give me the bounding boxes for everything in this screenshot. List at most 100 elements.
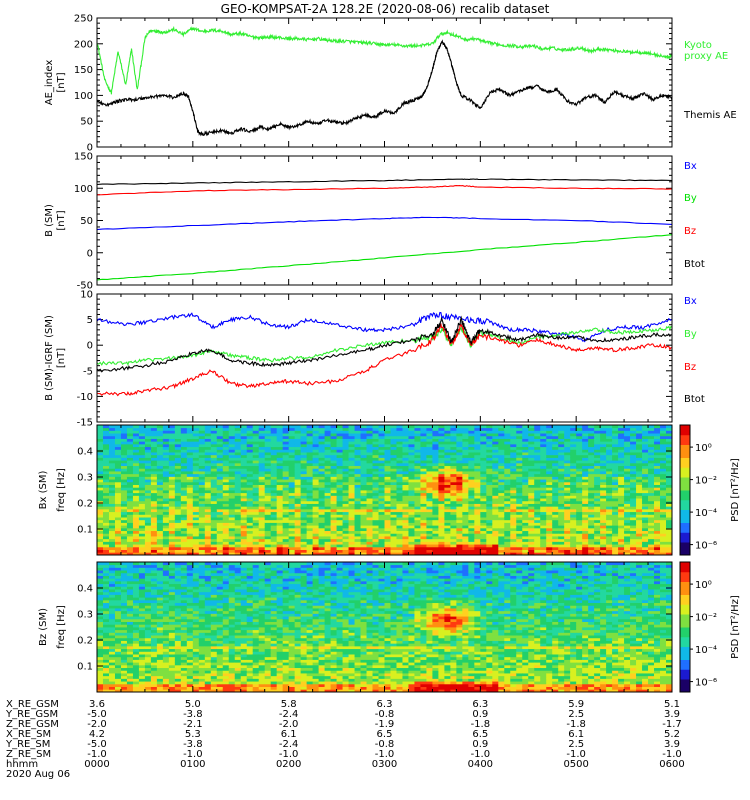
spectrogram-cell bbox=[510, 476, 517, 480]
spectrogram-cell bbox=[282, 471, 290, 475]
spectrogram-cell bbox=[180, 433, 188, 437]
spectrogram-cell bbox=[654, 536, 661, 540]
spectrogram-cell bbox=[504, 449, 511, 453]
spectrogram-cell bbox=[468, 481, 475, 485]
spectrogram-cell bbox=[264, 503, 272, 507]
spectrogram-cell bbox=[384, 471, 391, 475]
spectrogram-cell bbox=[582, 530, 589, 534]
spectrogram-cell bbox=[438, 465, 445, 469]
spectrogram-cell bbox=[318, 519, 325, 523]
spectrogram-cell bbox=[282, 462, 290, 467]
spectrogram-cell bbox=[186, 443, 194, 448]
spectrogram-cell bbox=[186, 427, 194, 431]
spectrogram-cell bbox=[546, 498, 553, 502]
spectrogram-cell bbox=[198, 530, 206, 534]
spectrogram-cell bbox=[558, 514, 565, 518]
spectrogram-cell bbox=[438, 435, 445, 439]
spectrogram-cell bbox=[534, 511, 541, 515]
spectrogram-cell bbox=[552, 536, 559, 540]
spectrogram-cell bbox=[234, 479, 242, 483]
spectrogram-cell bbox=[282, 465, 290, 469]
spectrogram-cell bbox=[174, 473, 182, 477]
spectrogram-cell bbox=[366, 525, 373, 529]
spectrogram-cell bbox=[516, 473, 523, 477]
spectrogram-cell bbox=[570, 433, 577, 437]
spectrogram-cell bbox=[522, 525, 529, 529]
spectrogram-cell bbox=[180, 490, 188, 494]
spectrogram-cell bbox=[546, 441, 553, 445]
spectrogram-cell bbox=[654, 527, 661, 532]
spectrogram-cell bbox=[456, 536, 463, 540]
spectrogram-cell bbox=[318, 487, 325, 491]
spectrogram-cell bbox=[234, 498, 242, 502]
spectrogram-cell bbox=[132, 552, 140, 556]
spectrogram-cell bbox=[642, 481, 649, 485]
spectrogram-cell bbox=[240, 517, 248, 521]
spectrogram-cell bbox=[402, 454, 409, 458]
spectrogram-cell bbox=[468, 430, 475, 434]
spectrogram-cell bbox=[198, 492, 206, 496]
spectrogram-cell bbox=[342, 538, 349, 542]
spectrogram-cell bbox=[222, 457, 230, 461]
spectrogram-cell bbox=[384, 427, 391, 431]
spectrogram-cell bbox=[156, 552, 164, 556]
spectrogram-cell bbox=[222, 473, 230, 477]
spectrogram-cell bbox=[636, 530, 643, 534]
spectrogram-cell bbox=[600, 435, 607, 439]
series-line-bx bbox=[96, 311, 673, 343]
spectrogram-cell bbox=[168, 430, 176, 434]
spectrogram-cell bbox=[630, 549, 637, 553]
spectrogram-cell bbox=[402, 441, 409, 445]
spectrogram-cell bbox=[642, 495, 649, 499]
spectrogram-cell bbox=[282, 525, 290, 529]
spectrogram-cell bbox=[204, 430, 212, 434]
spectrogram-cell bbox=[114, 552, 122, 556]
spectrogram-cell bbox=[174, 487, 182, 491]
spectrogram-cell bbox=[528, 481, 535, 485]
spectrogram-cell bbox=[492, 476, 499, 480]
spectrogram-cell bbox=[210, 479, 218, 483]
spectrogram-cell bbox=[390, 549, 397, 553]
spectrogram-cell bbox=[204, 449, 212, 453]
spectrogram-cell bbox=[522, 479, 529, 483]
spectrogram-cell bbox=[594, 473, 601, 477]
spectrogram-cell bbox=[174, 519, 182, 523]
spectrogram-cell bbox=[444, 514, 451, 518]
spectrogram-cell bbox=[390, 487, 397, 491]
spectrogram-cell bbox=[288, 538, 296, 542]
spectrogram-cell bbox=[216, 487, 224, 491]
spectrogram-cell bbox=[126, 495, 134, 499]
spectrogram-cell bbox=[294, 433, 302, 437]
spectrogram-cell bbox=[546, 468, 553, 472]
spectrogram-cell bbox=[312, 460, 320, 464]
spectrogram-cell bbox=[546, 443, 553, 448]
spectrogram-cell bbox=[420, 495, 427, 499]
spectrogram-cell bbox=[564, 538, 571, 542]
spectrogram-cell bbox=[654, 438, 661, 442]
spectrogram-cell bbox=[222, 530, 230, 534]
spectrogram-cell bbox=[420, 433, 427, 437]
spectrogram-cell bbox=[348, 425, 355, 429]
spectrogram-cell bbox=[198, 441, 206, 445]
spectrogram-cell bbox=[162, 514, 170, 518]
spectrogram-cell bbox=[372, 530, 379, 534]
spectrogram-cell bbox=[222, 498, 230, 502]
spectrogram-cell bbox=[414, 438, 421, 442]
spectrogram-cell bbox=[126, 462, 134, 467]
spectrogram-cell bbox=[606, 506, 613, 510]
spectrogram-cell bbox=[306, 525, 314, 529]
spectrogram-cell bbox=[114, 487, 122, 491]
spectrogram-cell bbox=[324, 452, 331, 456]
spectrogram-cell bbox=[246, 441, 254, 445]
spectrogram-cell bbox=[264, 498, 272, 502]
spectrogram-cell bbox=[270, 438, 278, 442]
spectrogram-cell bbox=[300, 471, 308, 475]
spectrogram-cell bbox=[222, 525, 230, 529]
spectrogram-cell bbox=[348, 508, 355, 513]
spectrogram-cell bbox=[168, 492, 176, 496]
spectrogram-cell bbox=[432, 443, 439, 448]
spectrogram-cell bbox=[594, 546, 601, 550]
spectrogram-cell bbox=[624, 500, 631, 504]
spectrogram-cell bbox=[372, 452, 379, 456]
spectrogram-cell bbox=[528, 536, 535, 540]
